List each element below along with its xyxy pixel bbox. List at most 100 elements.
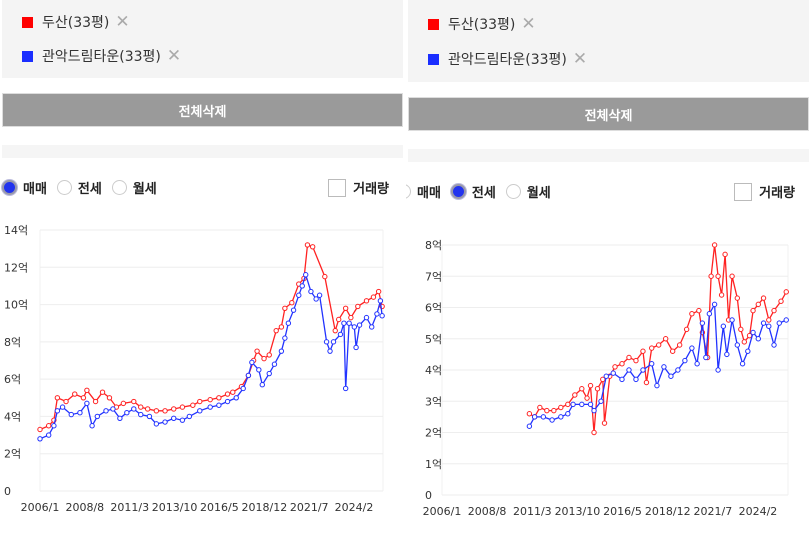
data-point bbox=[207, 396, 213, 403]
radio-label: 매매 bbox=[23, 182, 47, 197]
data-point bbox=[171, 406, 177, 412]
data-point bbox=[84, 400, 90, 407]
radio-jeonse[interactable]: 전세 bbox=[56, 178, 102, 197]
radio-jeonse[interactable]: 전세 bbox=[450, 182, 496, 201]
x-tick-label: 2018/12 bbox=[645, 505, 691, 518]
y-tick-label: 2억 bbox=[425, 427, 442, 440]
data-point bbox=[197, 408, 203, 414]
x-tick-label: 2018/12 bbox=[242, 501, 288, 514]
data-point bbox=[249, 359, 255, 366]
data-point bbox=[734, 342, 741, 348]
data-point bbox=[351, 324, 358, 330]
clear-all-button[interactable]: 전체삭제 bbox=[2, 93, 403, 127]
y-tick-label: 8억 bbox=[4, 336, 21, 349]
data-point bbox=[579, 401, 585, 408]
data-point bbox=[375, 288, 382, 295]
data-point bbox=[734, 295, 741, 301]
data-point bbox=[303, 272, 309, 278]
data-point bbox=[584, 395, 590, 401]
data-point bbox=[144, 406, 151, 412]
data-point bbox=[299, 283, 305, 289]
data-point bbox=[290, 307, 297, 313]
data-point bbox=[179, 404, 186, 410]
data-point bbox=[540, 414, 547, 420]
data-point bbox=[356, 322, 363, 328]
data-point bbox=[341, 320, 347, 326]
data-point bbox=[266, 352, 272, 358]
data-point bbox=[45, 423, 52, 429]
radio-unchecked-icon bbox=[56, 180, 72, 195]
data-point bbox=[722, 251, 728, 258]
data-point bbox=[273, 327, 279, 334]
remove-icon[interactable]: ✕ bbox=[166, 46, 182, 66]
volume-checkbox[interactable]: 거래량 bbox=[734, 182, 795, 201]
price-chart-jeonse: 0 1억 2억 3억 4억 5억 6억 7억 8억 2006/1 2008/8 2011/3 2013/… bbox=[423, 239, 789, 518]
data-point bbox=[689, 311, 695, 317]
data-point bbox=[370, 294, 377, 300]
y-tick-label: 8억 bbox=[425, 239, 442, 252]
data-point bbox=[207, 404, 213, 410]
data-point bbox=[633, 376, 639, 383]
data-point bbox=[715, 273, 721, 279]
data-point bbox=[197, 398, 203, 405]
remove-icon[interactable]: ✕ bbox=[572, 49, 588, 69]
data-point bbox=[694, 361, 700, 367]
x-tick-label: 2011/3 bbox=[110, 501, 149, 514]
data-point bbox=[655, 342, 662, 348]
data-point bbox=[738, 326, 744, 333]
data-point bbox=[245, 372, 252, 379]
data-point bbox=[696, 307, 702, 314]
data-point bbox=[676, 342, 683, 348]
data-point bbox=[124, 410, 130, 416]
data-point bbox=[703, 354, 709, 361]
radio-label: 월세 bbox=[132, 182, 157, 197]
data-point bbox=[296, 292, 302, 298]
data-point bbox=[342, 385, 349, 392]
x-tick-label: 2011/3 bbox=[513, 505, 552, 518]
data-point bbox=[558, 414, 564, 420]
data-point bbox=[92, 398, 99, 405]
data-point bbox=[598, 398, 604, 404]
data-point bbox=[230, 389, 236, 395]
remove-icon[interactable]: ✕ bbox=[115, 12, 130, 32]
data-point bbox=[37, 436, 43, 442]
radio-monthly[interactable]: 월세 bbox=[111, 178, 157, 197]
data-point bbox=[783, 317, 789, 323]
legend-swatch-red bbox=[22, 16, 33, 28]
data-point bbox=[551, 407, 557, 414]
data-point bbox=[706, 311, 713, 317]
data-point bbox=[662, 336, 669, 342]
data-point bbox=[570, 401, 576, 408]
legend-swatch-blue bbox=[428, 53, 439, 65]
data-point bbox=[84, 387, 90, 394]
data-point bbox=[377, 298, 384, 304]
data-point bbox=[750, 307, 756, 314]
data-point bbox=[661, 364, 667, 370]
data-point bbox=[72, 391, 78, 397]
data-point bbox=[750, 329, 756, 336]
x-tick-label: 2008/8 bbox=[468, 505, 507, 518]
data-point bbox=[261, 355, 267, 362]
volume-checkbox[interactable]: 거래량 bbox=[328, 178, 389, 197]
y-tick-label: 4억 bbox=[425, 364, 442, 377]
selected-apartments: 두산(33평) ✕ 관악드림타운(33평) ✕ bbox=[2, 0, 403, 78]
data-point bbox=[68, 411, 74, 418]
data-point bbox=[313, 296, 319, 302]
legend-label: 두산(33평) bbox=[42, 15, 110, 31]
data-point bbox=[99, 389, 106, 395]
radio-sale[interactable]: 매매 bbox=[2, 178, 47, 197]
clear-all-button[interactable]: 전체삭제 bbox=[408, 97, 809, 131]
radio-sale[interactable]: 매매 bbox=[406, 182, 441, 201]
remove-icon[interactable]: ✕ bbox=[521, 14, 536, 34]
data-point bbox=[308, 288, 314, 295]
data-point bbox=[760, 295, 767, 301]
data-point bbox=[224, 398, 231, 405]
data-point bbox=[537, 404, 543, 411]
legend-label: 관악드림타운(33평) bbox=[448, 52, 567, 68]
radio-monthly[interactable]: 월세 bbox=[505, 182, 551, 201]
data-point bbox=[54, 408, 61, 414]
data-point bbox=[348, 314, 354, 321]
data-point bbox=[760, 320, 767, 326]
data-point bbox=[337, 331, 344, 338]
data-point bbox=[190, 402, 196, 408]
